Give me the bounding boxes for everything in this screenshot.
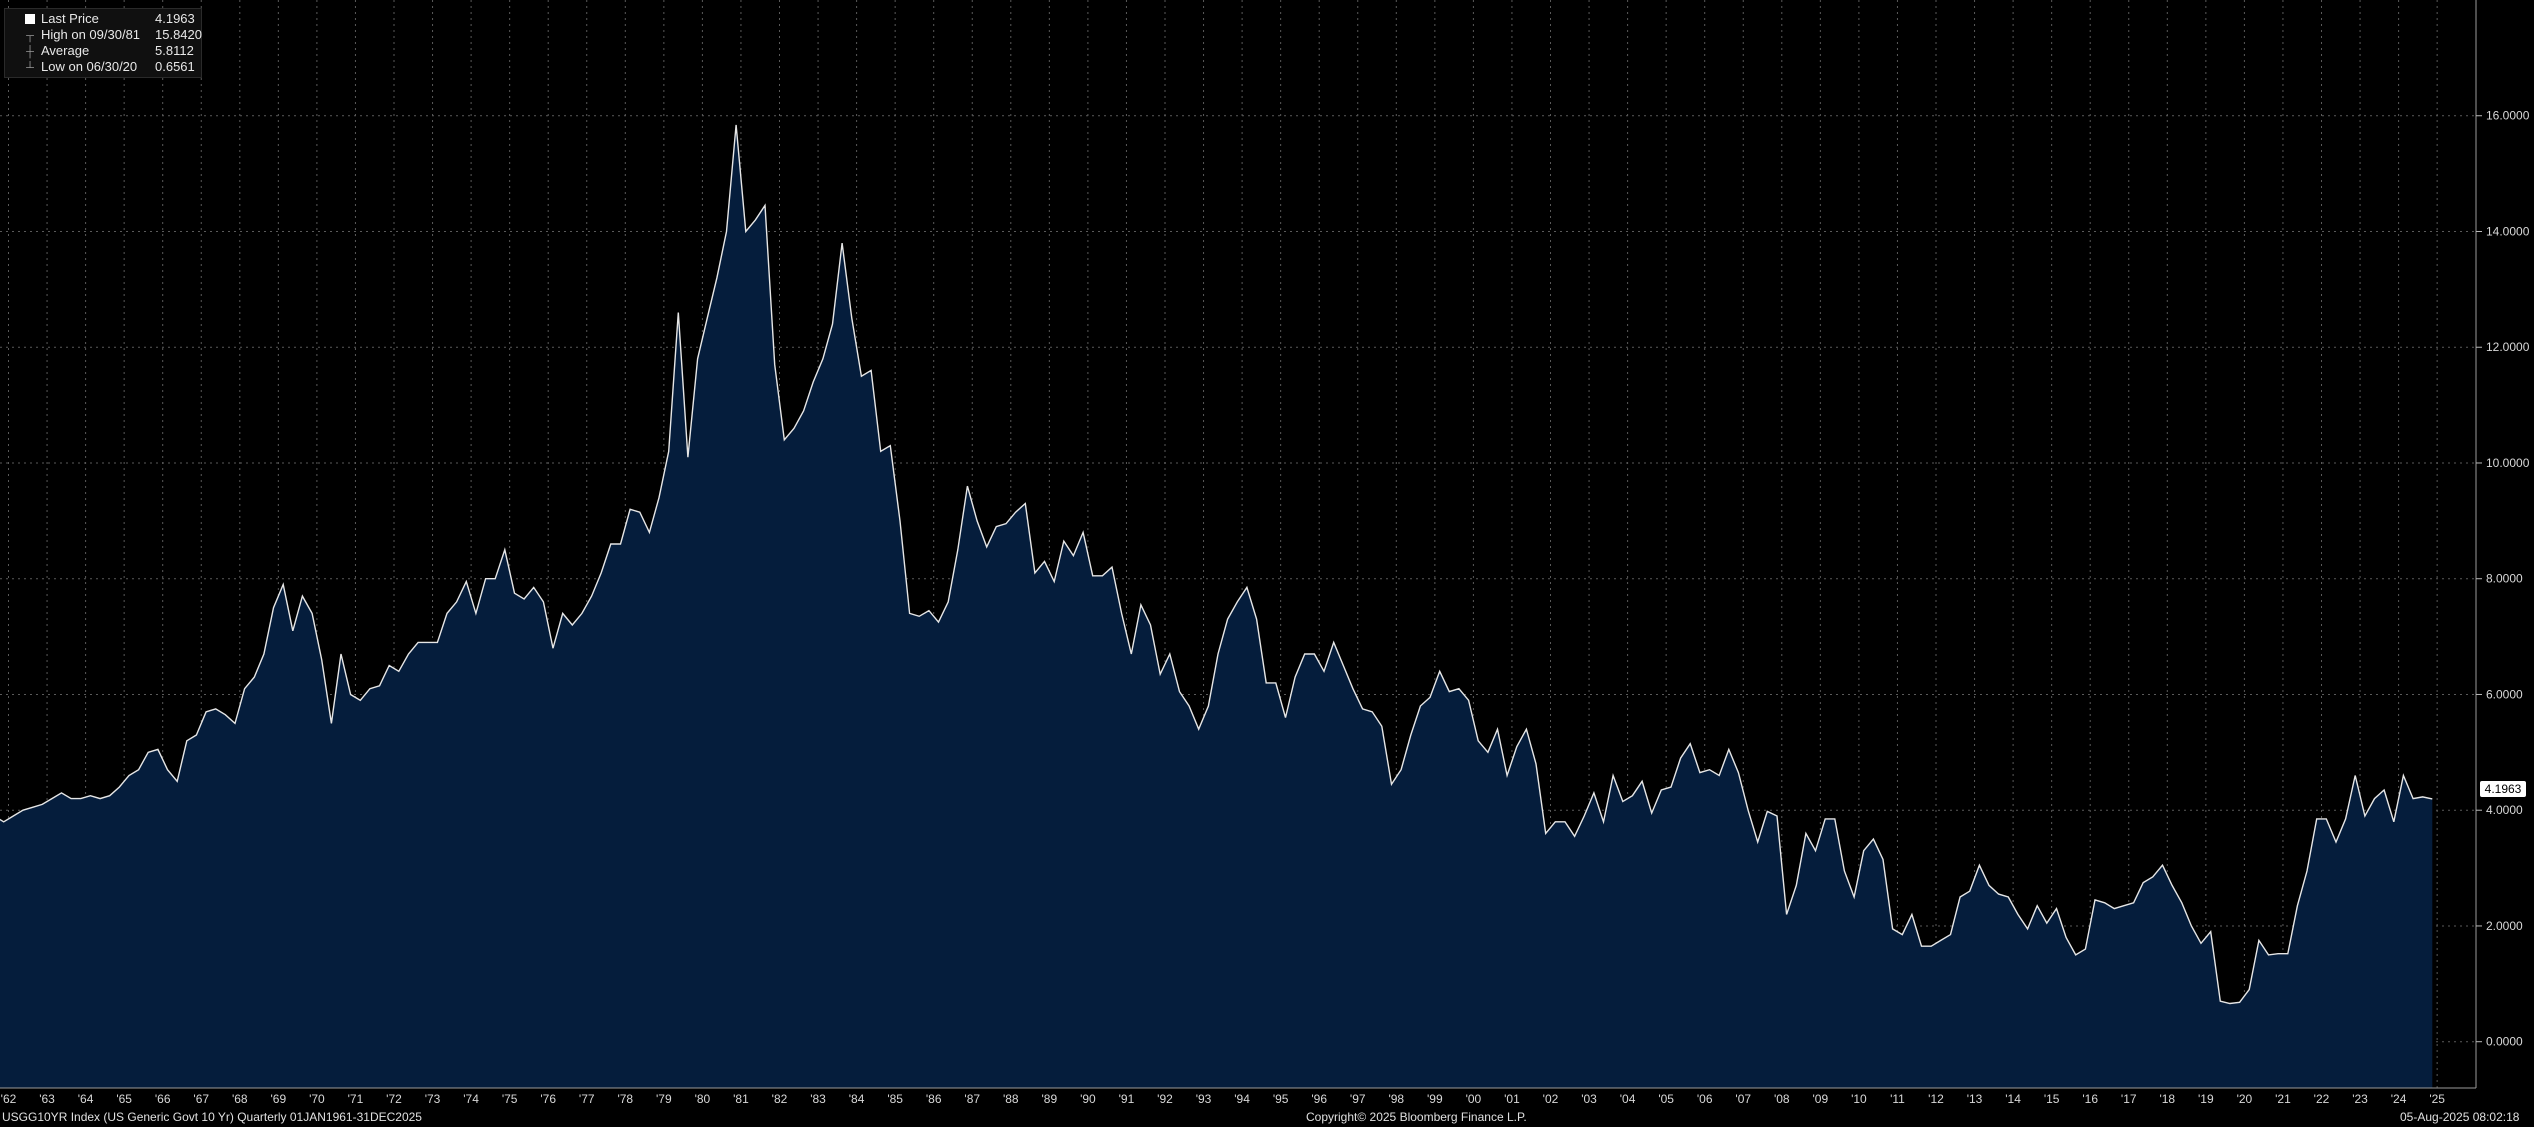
legend-label: Average <box>41 43 90 58</box>
x-tick-label: '89 <box>1042 1092 1058 1106</box>
x-tick-label: '77 <box>579 1092 595 1106</box>
legend-last-price: Last Price 4.1963 <box>5 11 201 27</box>
y-tick-label: 14.0000 <box>2486 224 2530 238</box>
y-tick-label: 8.0000 <box>2486 572 2523 586</box>
x-tick-label: '84 <box>849 1092 865 1106</box>
x-tick-label: '21 <box>2275 1092 2291 1106</box>
x-tick-label: '68 <box>232 1092 248 1106</box>
price-line <box>0 124 2433 1005</box>
x-tick-label: '93 <box>1196 1092 1212 1106</box>
x-tick-label: '20 <box>2237 1092 2253 1106</box>
x-tick-label: '83 <box>810 1092 826 1106</box>
y-tick-label: 10.0000 <box>2486 456 2530 470</box>
x-tick-label: '23 <box>2352 1092 2368 1106</box>
x-tick-label: '66 <box>155 1092 171 1106</box>
y-tick-label: 16.0000 <box>2486 109 2530 123</box>
x-tick-label: '79 <box>656 1092 672 1106</box>
x-tick-label: '96 <box>1311 1092 1327 1106</box>
x-tick-label: '13 <box>1967 1092 1983 1106</box>
legend-high: ┬ High on 09/30/81 15.8420 <box>5 27 202 43</box>
legend-value: 15.8420 <box>155 27 202 42</box>
x-tick-label: '06 <box>1697 1092 1713 1106</box>
x-tick-label: '08 <box>1774 1092 1790 1106</box>
x-tick-label: '92 <box>1157 1092 1173 1106</box>
x-tick-label: '67 <box>193 1092 209 1106</box>
x-tick-label: '78 <box>617 1092 633 1106</box>
legend-box: Last Price 4.1963 ┬ High on 09/30/81 15.… <box>4 8 202 78</box>
x-tick-label: '11 <box>1890 1092 1905 1106</box>
legend-low: ┴ Low on 06/30/20 0.6561 <box>5 59 201 75</box>
legend-label: Low on 06/30/20 <box>41 59 138 74</box>
x-tick-label: '71 <box>348 1092 364 1106</box>
x-tick-label: '25 <box>2429 1092 2445 1106</box>
x-tick-label: '94 <box>1234 1092 1250 1106</box>
x-tick-label: '64 <box>78 1092 94 1106</box>
y-tick-label: 12.0000 <box>2486 340 2530 354</box>
x-tick-label: '73 <box>425 1092 441 1106</box>
x-tick-label: '15 <box>2044 1092 2060 1106</box>
x-tick-label: '95 <box>1273 1092 1289 1106</box>
x-tick-label: '69 <box>271 1092 287 1106</box>
x-tick-label: '80 <box>695 1092 711 1106</box>
x-tick-label: '24 <box>2391 1092 2407 1106</box>
x-tick-label: '65 <box>116 1092 132 1106</box>
x-tick-label: '00 <box>1466 1092 1482 1106</box>
x-tick-label: '99 <box>1427 1092 1443 1106</box>
x-tick-label: '18 <box>2159 1092 2175 1106</box>
x-tick-label: '04 <box>1620 1092 1636 1106</box>
x-tick-label: '16 <box>2082 1092 2098 1106</box>
footer-timestamp: 05-Aug-2025 08:02:18 <box>2400 1110 2520 1124</box>
y-tick-label: 6.0000 <box>2486 687 2523 701</box>
x-tick-label: '88 <box>1003 1092 1019 1106</box>
x-tick-label: '19 <box>2198 1092 2214 1106</box>
x-tick-label: '90 <box>1080 1092 1096 1106</box>
x-tick-label: '07 <box>1735 1092 1751 1106</box>
legend-label: Last Price <box>41 11 99 26</box>
last-price-tag: 4.1963 <box>2480 781 2526 797</box>
y-tick-label: 4.0000 <box>2486 803 2523 817</box>
x-tick-label: '12 <box>1928 1092 1944 1106</box>
x-tick-label: '02 <box>1543 1092 1559 1106</box>
low-marker-icon: ┴ <box>26 62 34 74</box>
legend-value: 4.1963 <box>155 11 195 26</box>
x-tick-label: '81 <box>733 1092 749 1106</box>
x-tick-label: '70 <box>309 1092 325 1106</box>
x-tick-label: '01 <box>1504 1092 1520 1106</box>
average-marker-icon: ┼ <box>26 46 34 58</box>
y-tick-label: 2.0000 <box>2486 919 2523 933</box>
y-tick-label: 0.0000 <box>2486 1035 2523 1049</box>
x-tick-label: '10 <box>1851 1092 1867 1106</box>
footer-copyright: Copyright© 2025 Bloomberg Finance L.P. <box>1306 1110 1527 1124</box>
x-tick-label: '72 <box>386 1092 402 1106</box>
x-tick-label: '82 <box>772 1092 788 1106</box>
x-tick-label: '86 <box>926 1092 942 1106</box>
x-tick-label: '14 <box>2005 1092 2021 1106</box>
x-tick-label: '09 <box>1813 1092 1829 1106</box>
x-tick-label: '97 <box>1350 1092 1366 1106</box>
x-tick-label: '98 <box>1388 1092 1404 1106</box>
x-tick-label: '87 <box>964 1092 980 1106</box>
footer-security-info: USGG10YR Index (US Generic Govt 10 Yr) Q… <box>2 1110 422 1124</box>
y-axis: 0.0000 2.0000 4.0000 6.0000 8.0000 10.0000 12.… <box>2476 109 2530 1049</box>
x-tick-label: '05 <box>1658 1092 1674 1106</box>
x-tick-label: '85 <box>887 1092 903 1106</box>
legend-value: 0.6561 <box>155 59 195 74</box>
legend-label: High on 09/30/81 <box>41 27 141 42</box>
legend-value: 5.8112 <box>155 43 194 58</box>
x-tick-label: '75 <box>502 1092 518 1106</box>
x-tick-label: '62 <box>1 1092 17 1106</box>
x-tick-label: '74 <box>463 1092 479 1106</box>
x-tick-label: '63 <box>39 1092 55 1106</box>
x-tick-label: '17 <box>2121 1092 2137 1106</box>
x-tick-label: '91 <box>1119 1092 1135 1106</box>
price-area <box>0 125 2433 1088</box>
x-tick-label: '76 <box>540 1092 556 1106</box>
x-axis: '62 '63 '64 '65 '66 '67 '68 '69 '70 '71 '72 '73 '74 '… <box>1 1092 2446 1106</box>
legend-average: ┼ Average 5.8112 <box>5 43 201 59</box>
x-tick-label: '03 <box>1581 1092 1597 1106</box>
last-price-swatch <box>25 14 35 24</box>
high-marker-icon: ┬ <box>26 30 34 42</box>
x-tick-label: '22 <box>2314 1092 2330 1106</box>
